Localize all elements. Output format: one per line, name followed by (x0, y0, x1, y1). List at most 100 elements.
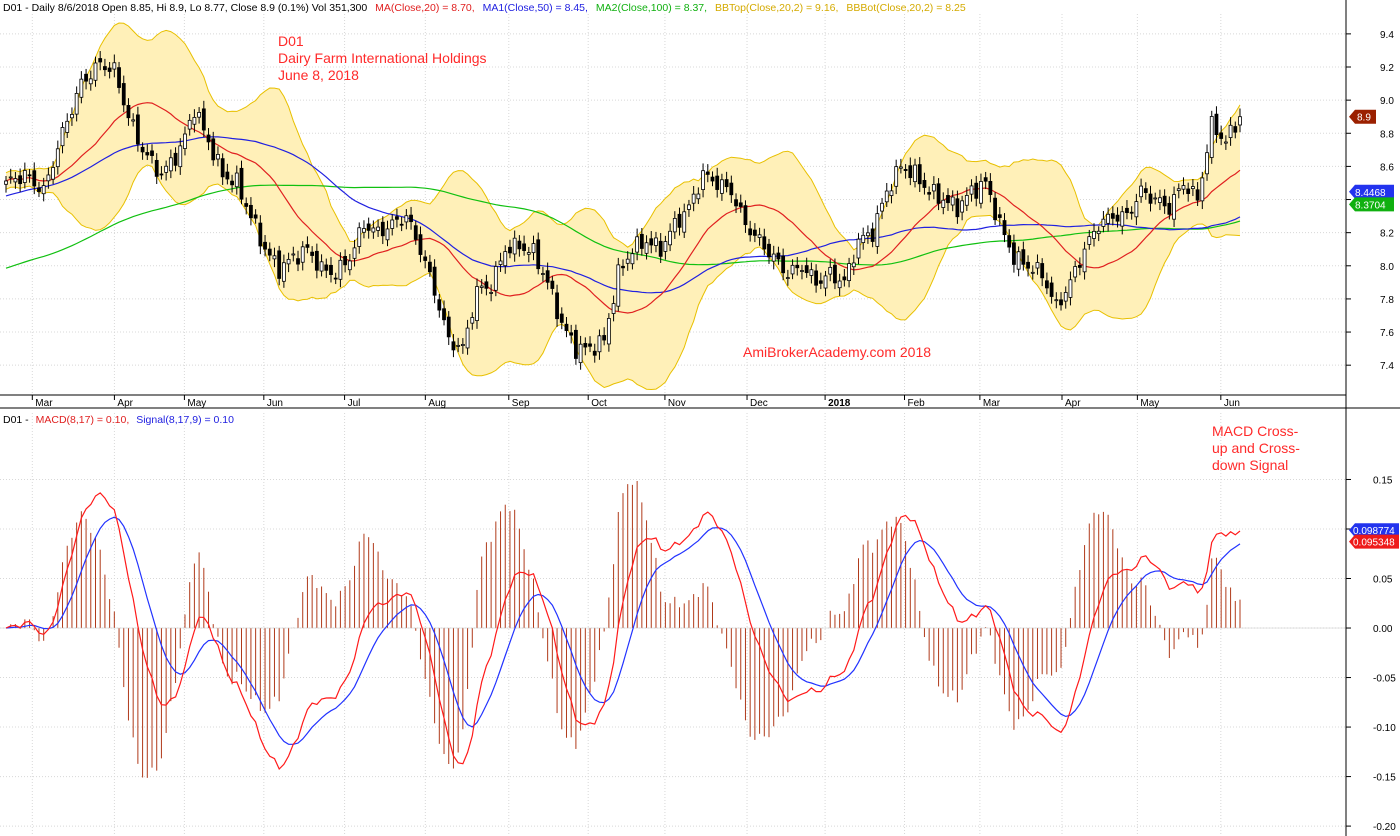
candle-body (1007, 235, 1012, 248)
macd-line (5, 492, 1241, 771)
candle-body (1012, 242, 1016, 265)
candle-body (588, 343, 592, 347)
svg-text:0.098774: 0.098774 (1353, 526, 1395, 537)
candle-body (705, 171, 710, 175)
price-header: D01 - Daily 8/6/2018 Open 8.85, Hi 8.9, … (3, 2, 966, 14)
candle-body (1096, 230, 1101, 235)
candle-body (988, 180, 993, 195)
price-y-tick-label: 8.2 (1380, 229, 1394, 240)
candle-body (993, 197, 997, 221)
x-axis-label: Feb (908, 398, 926, 409)
price-header-prefix: D01 - Daily 8/6/2018 Open 8.85, Hi 8.9, … (3, 2, 367, 14)
candle-body (1205, 152, 1209, 175)
candle-body (691, 193, 696, 204)
candle-body (380, 221, 385, 237)
candle-body (818, 280, 823, 284)
candle-body (296, 258, 300, 265)
candle-body (46, 174, 51, 182)
candle-body (451, 341, 456, 351)
candle-body (701, 170, 705, 190)
candle-body (997, 214, 1002, 218)
candle-body (960, 200, 965, 213)
ma100-price-tag: 8.3704 (1349, 197, 1394, 212)
macd-annotation-3: down Signal (1212, 457, 1288, 473)
candle-body (583, 343, 588, 348)
price-y-tick-label: 9.4 (1380, 30, 1394, 41)
candle-body (866, 232, 870, 237)
candle-body (842, 276, 847, 281)
candle-body (870, 228, 875, 242)
candle-body (630, 253, 635, 265)
candle-body (1077, 264, 1082, 268)
candle-body (423, 256, 428, 261)
candle-body (206, 134, 211, 143)
candle-body (1228, 124, 1233, 138)
price-y-tick-label: 7.4 (1380, 361, 1394, 372)
candle-body (927, 192, 932, 195)
candle-body (1153, 197, 1158, 200)
candle-body (1214, 113, 1219, 136)
candle-body (173, 152, 178, 166)
candle-body (1044, 280, 1049, 289)
close-price-tag: 8.9 (1349, 109, 1376, 124)
ma50-line (5, 136, 1241, 294)
candle-body (399, 223, 404, 226)
x-axis-label: Jun (267, 398, 283, 409)
candle-body (183, 133, 187, 149)
candle-body (1063, 292, 1068, 302)
candle-body (625, 258, 630, 264)
candle-body (456, 344, 461, 347)
candle-body (569, 332, 574, 336)
candle-body (103, 66, 107, 71)
macd-header: D01 - MACD(8,17) = 0.10, Signal(8,17,9) … (3, 414, 234, 426)
candle-body (908, 165, 913, 179)
candle-body (663, 241, 668, 252)
candle-body (517, 240, 522, 250)
candle-body (357, 227, 362, 247)
candle-body (508, 246, 512, 254)
candle-body (145, 152, 150, 156)
candle-body (267, 248, 272, 256)
candle-body (522, 243, 526, 251)
macd-lines (5, 492, 1241, 771)
candle-body (752, 229, 757, 236)
candle-body (150, 150, 154, 156)
price-header-ma20: MA(Close,20) = 8.70, (375, 2, 475, 14)
price-y-tick-label: 8.8 (1380, 129, 1394, 140)
candle-body (390, 219, 395, 229)
x-axis-label: May (187, 398, 206, 409)
candle-body (635, 236, 640, 253)
price-y-tick-label: 9.0 (1380, 96, 1394, 107)
candle-body (164, 165, 169, 173)
candle-body (362, 228, 366, 233)
candle-body (112, 62, 117, 70)
x-axis-label: 2018 (828, 398, 851, 409)
candle-body (1167, 202, 1172, 215)
candle-body (22, 170, 27, 183)
candle-body (366, 223, 371, 231)
candle-body (545, 270, 550, 283)
candle-body (654, 237, 658, 246)
candle-body (917, 164, 922, 185)
candle-body (800, 270, 804, 272)
candle-body (559, 313, 564, 323)
candle-body (649, 238, 654, 246)
candle-body (687, 204, 691, 210)
candle-body (98, 58, 103, 63)
x-axis-label: Jun (1224, 398, 1240, 409)
candle-body (493, 266, 498, 291)
candle-body (319, 261, 324, 272)
candle-body (220, 158, 225, 178)
candle-body (955, 198, 960, 218)
candle-body (51, 167, 55, 180)
candle-body (564, 323, 569, 331)
candle-body (809, 269, 814, 276)
candle-body (767, 243, 771, 258)
candle-body (395, 216, 399, 220)
svg-text:8.3704: 8.3704 (1355, 200, 1386, 211)
candle-body (931, 184, 936, 192)
candle-body (574, 329, 578, 359)
candle-body (696, 193, 701, 200)
watermark: AmiBrokerAcademy.com 2018 (743, 344, 931, 360)
